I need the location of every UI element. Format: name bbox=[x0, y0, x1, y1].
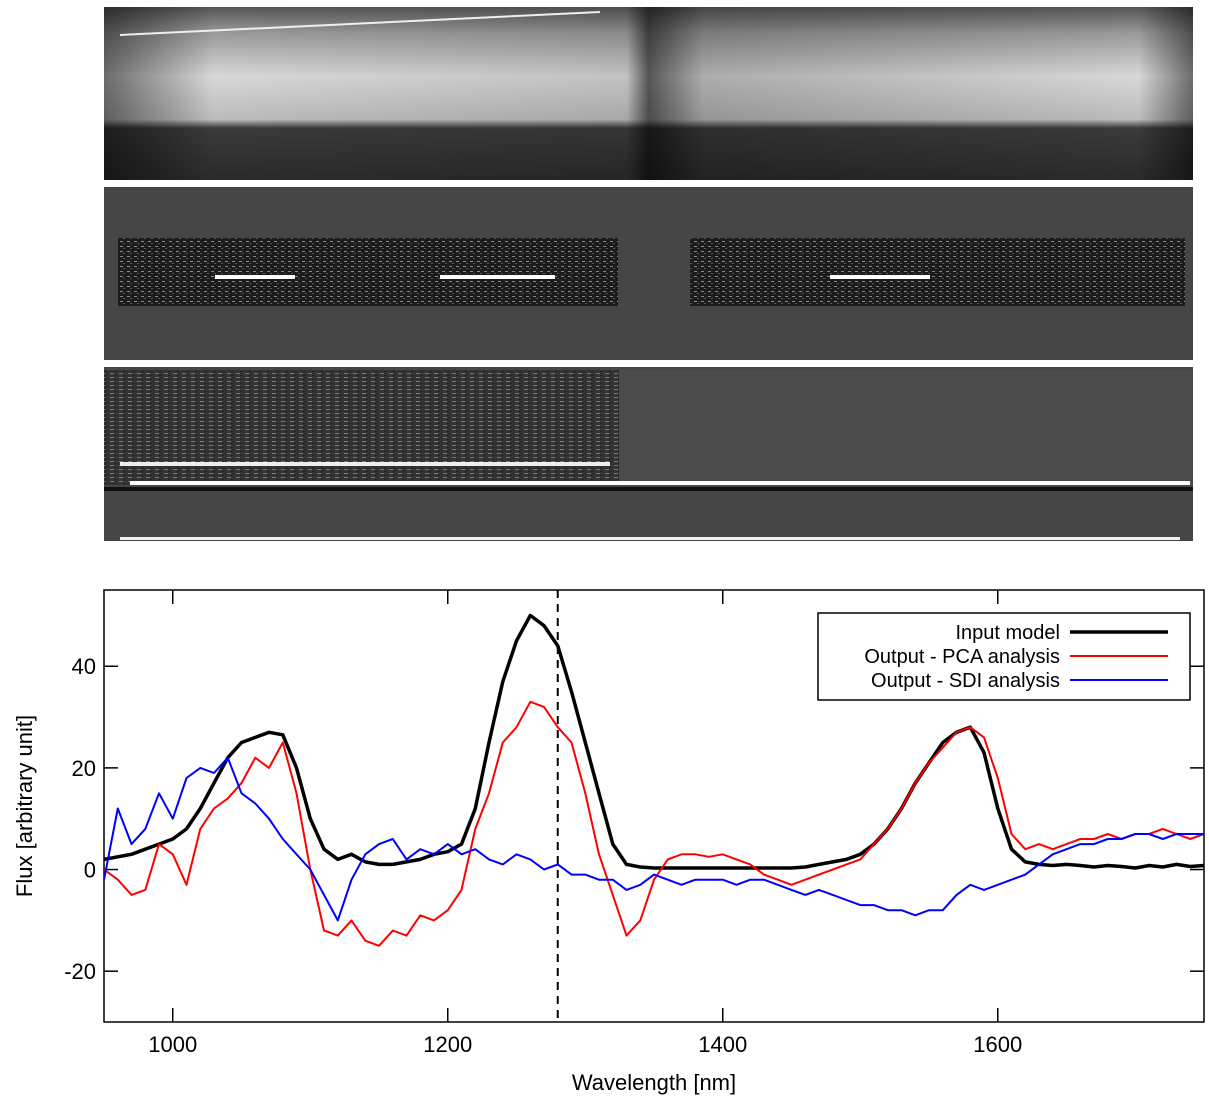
image-signal bbox=[120, 537, 1180, 540]
image-signal bbox=[130, 481, 1190, 485]
legend-label: Output - SDI analysis bbox=[871, 670, 1060, 692]
image-noise bbox=[619, 370, 1193, 485]
legend-label: Input model bbox=[955, 622, 1060, 644]
y-tick-label: 20 bbox=[72, 756, 96, 781]
image-signal bbox=[215, 275, 295, 279]
x-tick-label: 1000 bbox=[148, 1032, 197, 1057]
y-axis-label: Flux [arbitrary unit] bbox=[12, 715, 37, 897]
legend-label: Output - PCA analysis bbox=[864, 646, 1060, 668]
image-noise bbox=[690, 238, 1185, 306]
x-tick-label: 1400 bbox=[698, 1032, 747, 1057]
y-tick-label: -20 bbox=[64, 959, 96, 984]
x-tick-label: 1200 bbox=[423, 1032, 472, 1057]
series-line bbox=[103, 700, 1205, 947]
y-tick-label: 0 bbox=[84, 858, 96, 883]
image-shade bbox=[104, 7, 1193, 180]
y-tick-label: 40 bbox=[72, 654, 96, 679]
series-line bbox=[103, 756, 1204, 922]
image-noise bbox=[104, 370, 619, 485]
image-signal bbox=[440, 275, 555, 279]
image-noise bbox=[118, 238, 618, 306]
series-line bbox=[103, 613, 1205, 870]
image-band bbox=[104, 487, 1193, 491]
image-streak bbox=[119, 11, 601, 36]
image-signal bbox=[830, 275, 930, 279]
x-tick-label: 1600 bbox=[973, 1032, 1022, 1057]
image-signal bbox=[120, 462, 610, 466]
x-axis-label: Wavelength [nm] bbox=[572, 1070, 736, 1095]
plot-frame bbox=[103, 589, 1205, 1023]
spectral-images bbox=[104, 7, 1193, 541]
